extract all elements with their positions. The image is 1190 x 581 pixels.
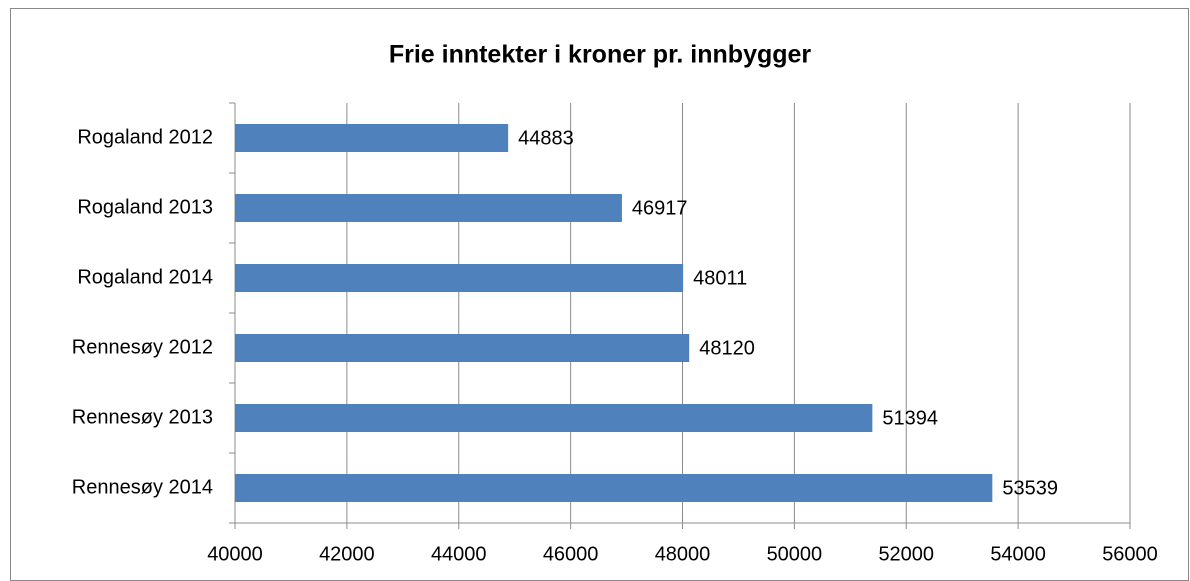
y-tick-label: Rogaland 2012 [77, 126, 213, 148]
chart-title: Frie inntekter i kroner pr. innbygger [389, 41, 812, 69]
y-tick-label: Rennesøy 2014 [72, 476, 213, 498]
bar [235, 404, 873, 432]
x-tick-label: 50000 [767, 543, 823, 565]
x-tick-label: 46000 [543, 543, 599, 565]
bar [235, 334, 690, 362]
x-tick-label: 44000 [431, 543, 487, 565]
y-tick-label: Rogaland 2014 [77, 266, 213, 288]
data-label: 53539 [1002, 477, 1058, 499]
bar [235, 264, 684, 292]
bar [235, 474, 993, 502]
y-tick-label: Rennesøy 2013 [72, 406, 213, 428]
data-label: 48120 [699, 337, 755, 359]
data-label: 46917 [632, 197, 688, 219]
bar [235, 194, 622, 222]
data-label: 44883 [518, 127, 574, 149]
bar [235, 124, 509, 152]
x-tick-label: 40000 [207, 543, 263, 565]
x-tick-label: 56000 [1102, 543, 1158, 565]
y-tick-label: Rogaland 2013 [77, 196, 213, 218]
y-tick-label: Rennesøy 2012 [72, 336, 213, 358]
x-tick-label: 48000 [655, 543, 711, 565]
data-label: 48011 [693, 267, 747, 289]
x-tick-label: 42000 [319, 543, 375, 565]
x-tick-label: 54000 [990, 543, 1046, 565]
x-tick-label: 52000 [878, 543, 934, 565]
data-label: 51394 [882, 407, 938, 429]
